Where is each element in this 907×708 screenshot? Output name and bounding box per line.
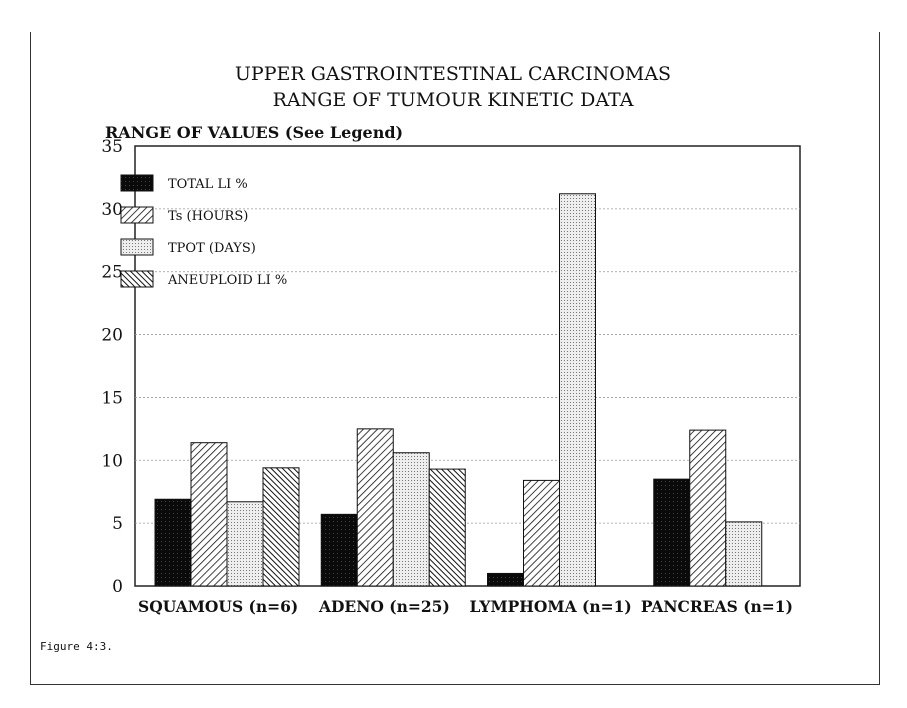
figure-frame: [30, 32, 880, 685]
bar: [487, 572, 524, 587]
y-tick-label: 25: [101, 263, 123, 283]
bar: [523, 479, 560, 587]
bar: [226, 501, 264, 587]
y-tick-label: 0: [112, 577, 123, 597]
bar: [190, 442, 228, 587]
legend-label: TPOT (DAYS): [168, 241, 256, 256]
chart-title-line-2: RANGE OF TUMOUR KINETIC DATA: [273, 89, 634, 111]
bar: [392, 452, 430, 587]
figure-caption: Figure 4:3.: [40, 640, 113, 653]
y-tick-label: 30: [101, 200, 123, 220]
legend-label: TOTAL LI %: [168, 177, 248, 192]
y-tick-label: 20: [101, 326, 123, 346]
y-tick-label: 10: [101, 451, 123, 471]
y-tick-label: 35: [101, 137, 123, 157]
plot-area-border: [134, 145, 801, 587]
bar: [725, 521, 763, 587]
x-tick-label: PANCREAS (n=1): [641, 597, 793, 616]
bar: [428, 468, 466, 587]
legend-label: Ts (HOURS): [168, 209, 248, 224]
y-tick-label: 5: [112, 514, 123, 534]
legend-swatch: [120, 270, 154, 288]
x-tick-label: ADENO (n=25): [318, 597, 450, 616]
y-axis-label: RANGE OF VALUES (See Legend): [105, 123, 403, 142]
bar: [320, 513, 358, 587]
bar: [356, 428, 394, 587]
legend-label: ANEUPLOID LI %: [167, 273, 287, 288]
legend-swatch: [120, 206, 154, 224]
bar: [689, 429, 727, 587]
x-tick-label: SQUAMOUS (n=6): [138, 597, 298, 616]
chart-title-line-1: UPPER GASTROINTESTINAL CARCINOMAS: [235, 63, 671, 85]
legend-swatch: [120, 238, 154, 256]
bar: [653, 478, 691, 587]
y-tick-label: 15: [101, 388, 123, 408]
legend-swatch: [120, 174, 154, 192]
bar: [262, 467, 300, 587]
bar: [559, 193, 596, 587]
bar: [154, 498, 192, 587]
x-tick-label: LYMPHOMA (n=1): [470, 597, 632, 616]
